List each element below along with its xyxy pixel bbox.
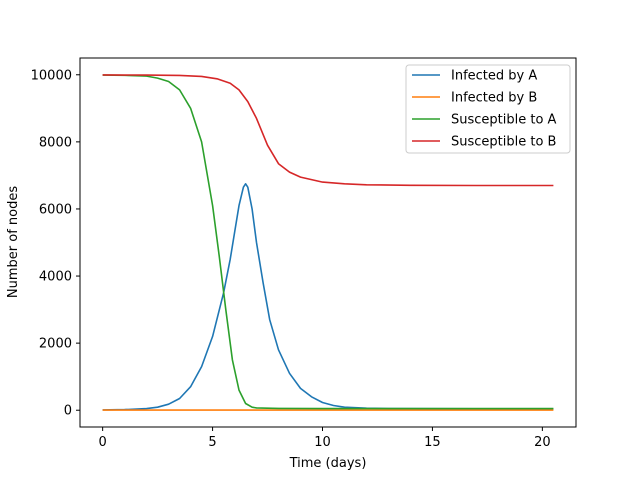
x-tick-label: 5 [208,435,216,450]
legend-label: Infected by B [451,91,537,106]
series-line-3 [102,74,554,187]
series-line-2 [102,74,554,410]
y-axis-label: Number of nodes [6,186,21,298]
y-tick-label: 0 [64,404,72,419]
legend-label: Infected by A [451,69,537,84]
x-axis-label: Time (days) [289,456,367,471]
x-tick-label: 15 [424,435,441,450]
legend-frame [405,64,571,154]
x-tick-label: 20 [534,435,551,450]
x-tick-label: 0 [99,435,107,450]
legend-label: Susceptible to B [451,135,556,150]
y-tick-label: 6000 [39,202,72,217]
y-tick-label: 8000 [39,135,72,150]
y-tick-label: 10000 [31,68,72,83]
series-line-0 [102,183,554,411]
legend: Infected by A Infected by B Susceptible to… [405,64,571,154]
plot-frame [79,57,577,428]
x-axis-ticks: 0 5 10 15 20 [99,427,551,450]
series-layer [102,74,554,411]
x-tick-label: 10 [314,435,331,450]
y-tick-label: 4000 [39,270,72,285]
y-axis-ticks: 0 2000 4000 6000 8000 10000 [31,68,80,419]
legend-label: Susceptible to A [451,113,557,128]
y-tick-label: 2000 [39,337,72,352]
